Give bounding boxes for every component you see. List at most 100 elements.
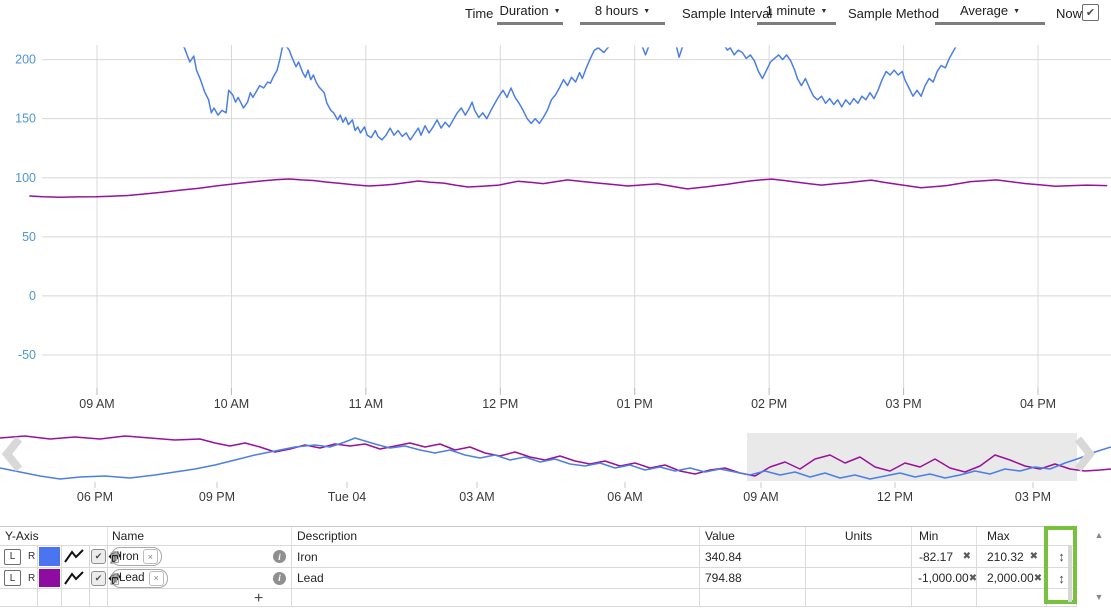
empty-cell [292,589,700,606]
column-header-y-axis: Y-Axis [0,527,108,545]
clear-max-button[interactable]: ✖ [1029,551,1038,562]
empty-cell [0,589,38,606]
line-style-icon[interactable] [62,548,86,565]
visibility-cell: ✔ [90,546,108,567]
color-cell [38,568,62,588]
line-style-icon[interactable] [62,570,86,587]
min-value[interactable]: -82.17 [919,549,954,564]
time-label: Time [465,6,494,21]
clear-max-button[interactable]: ✖ [1033,572,1043,584]
duration-dropdown[interactable]: 8 hours ▼ [580,3,665,25]
description-cell: Lead [292,568,700,588]
column-header-scale [1047,527,1077,545]
navigator-tick-label: 12 PM [877,490,913,504]
left-axis-button[interactable]: L [4,548,21,565]
right-axis-button[interactable]: R [28,572,36,584]
left-axis-button[interactable]: L [4,570,21,586]
table-scrollbar-thumb[interactable] [1068,545,1072,602]
y-axis-tick-label: 0 [29,289,36,303]
tag-name: Lead [119,572,145,584]
min-cell: -82.17 ✖ [912,546,977,567]
remove-tag-button[interactable]: × [148,570,164,586]
right-axis-button[interactable]: R [28,551,36,562]
chevron-down-icon: ▼ [553,8,561,15]
y-axis-tick-label: 200 [15,53,36,67]
navigator-tick-label: 06 AM [607,490,642,504]
column-header-description: Description [292,527,700,545]
sample-method-label: Sample Method [848,6,940,21]
navigator-chart[interactable]: 06 PM 09 PM Tue 04 03 AM 06 AM 09 AM 12 PM 03 P… [0,425,1111,520]
trend-chart[interactable]: 200 150 100 50 0 -50 09 AM 10 AM 11 AM 12 PM 01 PM… [0,0,1111,425]
x-axis-tick-label: 03 PM [886,397,922,411]
visibility-checkbox[interactable]: ✔ [91,570,106,586]
check-icon: ✔ [94,551,103,561]
now-label: Now [1056,6,1083,21]
max-value[interactable]: 210.32 [987,549,1024,564]
chevron-down-icon: ▼ [643,8,651,15]
y-axis-cell: L R [0,568,38,588]
empty-cell [700,589,806,606]
empty-cell [806,589,912,606]
time-mode-value: Duration [499,3,549,18]
tag-name: Iron [119,550,139,563]
table-add-row [0,589,1077,607]
color-cell [38,546,62,567]
navigator-tick-label: 09 AM [743,490,778,504]
table-row-iron: L R ✔ Iron × Iron 340.84 [0,546,1077,568]
x-axis-tick-label: 04 PM [1020,397,1056,411]
series-color-swatch[interactable] [39,569,60,587]
empty-cell [977,589,1047,606]
name-cell: Lead × [108,568,292,588]
navigator-tick-label: 06 PM [77,490,113,504]
time-mode-dropdown[interactable]: Duration ▼ [497,3,563,25]
y-axis-tick-label: 150 [15,112,36,126]
navigator-selection[interactable] [747,433,1077,481]
autoscale-arrow-icon[interactable]: ↕ [1058,549,1065,564]
x-axis-tick-label: 12 PM [482,397,518,411]
table-top-border [0,526,1077,527]
value-cell: 794.88 [700,568,806,588]
remove-tag-button[interactable]: × [142,549,158,564]
empty-cell [108,589,292,606]
scroll-down-arrow[interactable]: ▼ [1094,592,1104,602]
tag-pill[interactable]: Iron × [108,547,162,566]
navigator-tick-label: Tue 04 [328,490,367,504]
series-color-swatch[interactable] [39,547,60,566]
autoscale-cell: ↕ [1047,568,1077,588]
now-checkbox[interactable]: ✔ [1082,4,1099,21]
x-axis-tick-label: 11 AM [349,397,384,411]
info-icon[interactable] [273,550,286,563]
autoscale-arrow-icon[interactable]: ↕ [1058,570,1065,586]
empty-cell [1047,589,1077,606]
column-header-value: Value [700,527,806,545]
x-axis-tick-label: 02 PM [751,397,787,411]
empty-cell [62,589,90,606]
navigator-tick-label: 09 PM [199,490,235,504]
delete-trash-icon[interactable] [108,571,122,586]
scroll-left-chevron-icon[interactable] [1,436,23,472]
clear-min-button[interactable]: ✖ [968,572,977,584]
scroll-up-arrow[interactable]: ▲ [1094,530,1104,540]
info-icon[interactable] [273,571,286,585]
autoscale-cell: ↕ [1047,546,1077,567]
delete-trash-icon[interactable] [108,549,122,564]
y-axis-tick-label: 50 [22,230,36,244]
value-cell: 340.84 [700,546,806,567]
line-style-cell [62,568,90,588]
add-tag-button[interactable]: + [254,590,264,607]
check-icon: ✔ [94,572,103,583]
chevron-down-icon: ▼ [820,8,828,15]
scroll-right-chevron-icon[interactable] [1074,436,1096,472]
empty-cell [38,589,62,606]
sample-interval-dropdown[interactable]: 1 minute ▼ [757,3,836,25]
x-axis-tick-label: 01 PM [617,397,653,411]
table-row-lead: L R ✔ Lead × Lead 794.88 [0,568,1077,589]
max-value[interactable]: 2,000.00 [987,571,1034,585]
min-value[interactable]: -1,000.00 [918,571,969,585]
sample-method-dropdown[interactable]: Average ▼ [935,3,1045,25]
clear-min-button[interactable]: ✖ [962,551,971,562]
visibility-checkbox[interactable]: ✔ [91,549,106,564]
x-axis-tick-label: 09 AM [79,397,114,411]
sample-interval-label: Sample Interval [682,6,773,21]
